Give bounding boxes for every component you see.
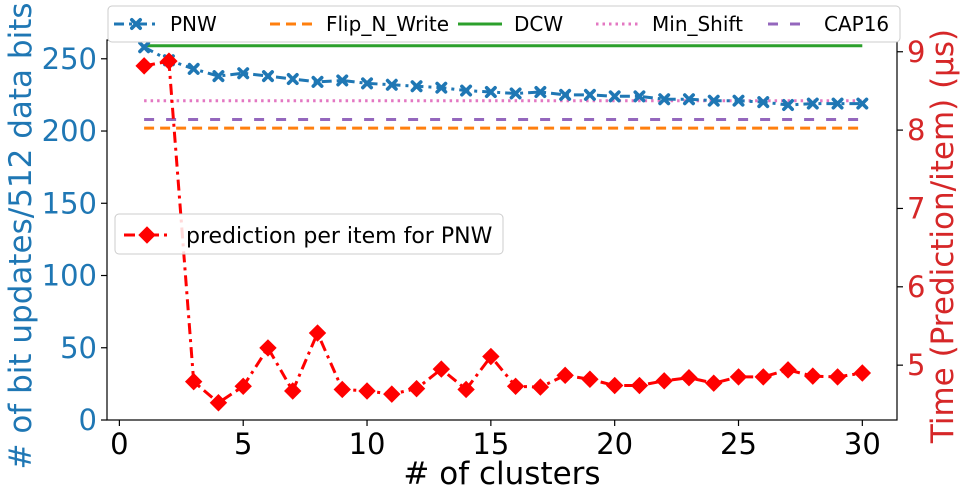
- y-axis-left-label: # of bit updates/512 data bits: [3, 3, 39, 470]
- point-pnw: [732, 94, 745, 107]
- point-prediction-per-item-for-pnw: [284, 382, 302, 400]
- series-line-pnw: [143, 45, 863, 107]
- point-prediction-per-item-for-pnw: [556, 366, 574, 385]
- legend-marker-pnw: [130, 18, 142, 30]
- point-pnw: [583, 88, 596, 101]
- point-pnw: [633, 90, 646, 103]
- point-prediction-per-item-for-pnw: [160, 52, 178, 70]
- point-prediction-per-item-for-pnw: [358, 382, 376, 400]
- legend-top: PNW Flip_N_Write DCW Min_Shift CAP16: [107, 5, 901, 43]
- y-right-tick-label: 5: [907, 348, 925, 382]
- legend-top-frame: [107, 5, 901, 43]
- point-prediction-per-item-for-pnw: [630, 376, 649, 395]
- y-axis-right-label: Time (Prediction/item) (μs): [925, 29, 961, 444]
- point-pnw: [559, 88, 572, 101]
- point-prediction-per-item-for-pnw: [308, 324, 327, 342]
- point-pnw: [385, 78, 398, 91]
- point-prediction-per-item-for-pnw: [184, 372, 203, 391]
- point-prediction-per-item-for-pnw: [605, 376, 624, 395]
- x-tick-label: 0: [110, 427, 128, 461]
- y-left-tick-label: 100: [42, 259, 97, 293]
- point-prediction-per-item-for-pnw: [135, 57, 153, 75]
- point-prediction-per-item-for-pnw: [383, 385, 401, 403]
- y-right-tick-label: 6: [907, 270, 925, 304]
- point-pnw: [435, 81, 448, 94]
- legend-label-prediction: prediction per item for PNW: [186, 224, 493, 249]
- x-tick-label: 20: [596, 427, 633, 461]
- y-left-tick-label: 0: [79, 403, 97, 437]
- point-prediction-per-item-for-pnw: [680, 368, 698, 387]
- point-pnw: [534, 86, 547, 99]
- point-pnw: [286, 73, 299, 86]
- legend-marker-prediction: [138, 226, 156, 244]
- point-pnw: [336, 74, 349, 87]
- x-tick-label: 5: [234, 427, 252, 461]
- point-pnw: [757, 96, 770, 109]
- point-pnw: [187, 62, 200, 75]
- point-pnw: [608, 90, 621, 103]
- legend-label-flip-n-write: Flip_N_Write: [326, 12, 449, 36]
- legend-mid: prediction per item for PNW: [114, 213, 504, 255]
- point-prediction-per-item-for-pnw: [828, 368, 847, 386]
- point-pnw: [311, 75, 324, 88]
- x-tick-label: 10: [349, 427, 386, 461]
- point-prediction-per-item-for-pnw: [234, 377, 252, 396]
- point-pnw: [682, 93, 695, 106]
- y-right-tick-label: 8: [907, 113, 925, 147]
- legend-label-dcw: DCW: [514, 12, 563, 36]
- point-prediction-per-item-for-pnw: [482, 347, 500, 366]
- point-pnw: [261, 70, 274, 83]
- y-left-tick-label: 250: [42, 42, 97, 76]
- point-prediction-per-item-for-pnw: [581, 370, 599, 388]
- point-pnw: [410, 80, 423, 93]
- point-pnw: [361, 77, 374, 90]
- point-pnw: [509, 87, 522, 100]
- point-pnw: [460, 84, 473, 97]
- plot-series: [135, 41, 872, 412]
- point-prediction-per-item-for-pnw: [655, 372, 673, 390]
- point-prediction-per-item-for-pnw: [407, 379, 426, 398]
- y-right-tick-label: 7: [907, 191, 925, 225]
- point-prediction-per-item-for-pnw: [259, 339, 277, 357]
- x-tick-label: 25: [720, 427, 757, 461]
- point-prediction-per-item-for-pnw: [705, 374, 723, 392]
- point-prediction-per-item-for-pnw: [209, 394, 228, 412]
- point-prediction-per-item-for-pnw: [779, 361, 797, 379]
- y-left-tick-label: 200: [42, 114, 97, 148]
- point-prediction-per-item-for-pnw: [804, 367, 822, 385]
- point-pnw: [658, 93, 671, 106]
- point-pnw: [138, 41, 151, 54]
- legend-mid-frame: [114, 213, 504, 255]
- point-pnw: [782, 99, 795, 112]
- x-tick-label: 15: [472, 427, 509, 461]
- point-pnw: [212, 70, 225, 83]
- point-prediction-per-item-for-pnw: [531, 378, 550, 396]
- point-prediction-per-item-for-pnw: [729, 368, 748, 386]
- point-prediction-per-item-for-pnw: [506, 377, 525, 396]
- point-pnw: [707, 94, 720, 107]
- point-pnw: [806, 97, 819, 110]
- axes: 0 5 10 15 20 25 30 0 50 100 150 200 250 5 6 7 8 9: [42, 35, 926, 461]
- point-prediction-per-item-for-pnw: [432, 360, 451, 378]
- point-pnw: [831, 97, 844, 110]
- point-pnw: [484, 86, 497, 99]
- x-axis-label: # of clusters: [403, 456, 600, 492]
- legend-label-min-shift: Min_Shift: [652, 12, 743, 36]
- point-pnw: [237, 67, 250, 80]
- point-prediction-per-item-for-pnw: [853, 364, 872, 382]
- point-prediction-per-item-for-pnw: [457, 380, 475, 399]
- point-pnw: [856, 97, 869, 110]
- point-prediction-per-item-for-pnw: [333, 380, 351, 399]
- legend-label-pnw: PNW: [170, 12, 217, 36]
- y-right-tick-label: 9: [907, 35, 925, 69]
- legend-label-cap16: CAP16: [824, 12, 889, 36]
- y-left-tick-label: 50: [60, 331, 97, 365]
- x-tick-label: 30: [844, 427, 881, 461]
- y-left-tick-label: 150: [42, 186, 97, 220]
- point-prediction-per-item-for-pnw: [754, 368, 772, 386]
